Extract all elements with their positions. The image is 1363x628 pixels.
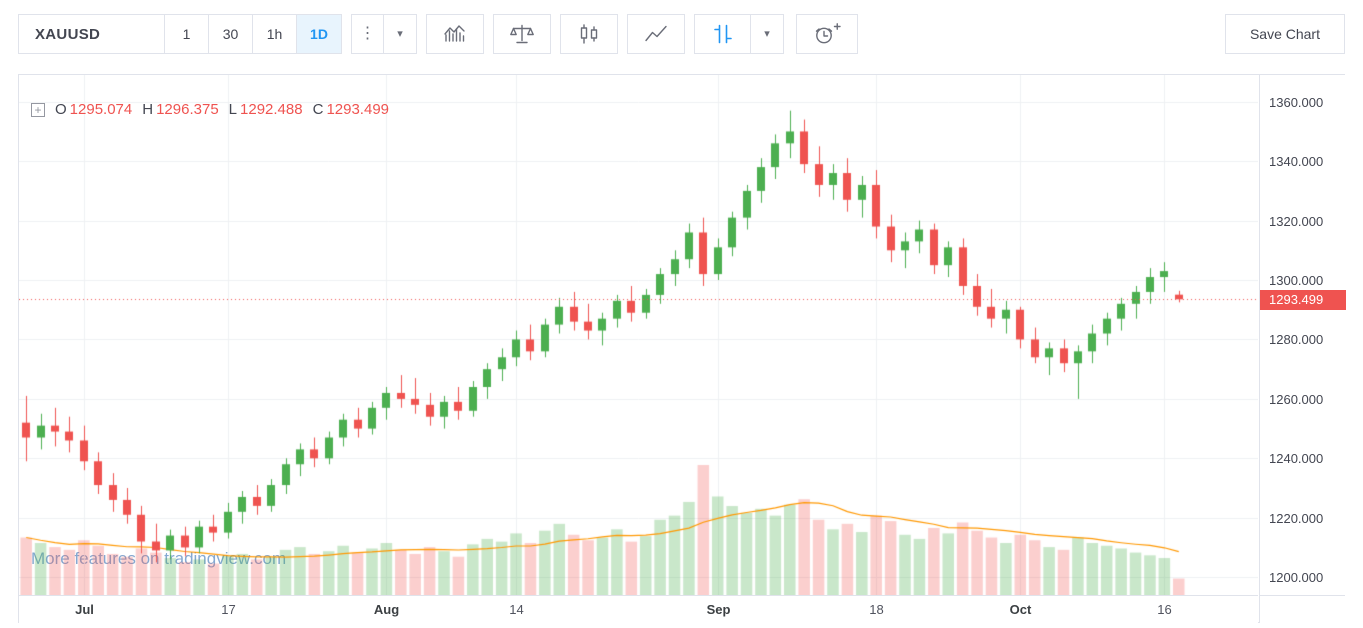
price-axis-label: 1280.000: [1269, 331, 1324, 347]
interval-button-1[interactable]: 1: [165, 15, 209, 53]
time-axis-label: Aug: [373, 602, 400, 617]
symbol-interval-group: XAUUSD 1 30 1h 1D: [18, 14, 342, 54]
time-axis-label: Sep: [706, 602, 731, 617]
intervals-dropdown-button[interactable]: ▾: [384, 15, 416, 53]
open-label: O: [55, 101, 67, 118]
low-label: L: [228, 101, 238, 118]
chart-style-dropdown-button[interactable]: ▾: [751, 15, 783, 53]
add-instrument-icon[interactable]: +: [31, 102, 45, 117]
price-axis-label: 1340.000: [1269, 153, 1324, 169]
bar-style-group: ▾: [694, 14, 784, 54]
symbol-name[interactable]: XAUUSD: [19, 15, 165, 53]
high-value: 1296.375: [156, 101, 219, 118]
line-chart-icon: [645, 25, 667, 42]
price-axis[interactable]: 1293.499 1360.000 1340.000 1320.000 1300.00…: [1259, 75, 1346, 595]
compare-scales-icon: [510, 24, 534, 44]
low-value: 1292.488: [240, 101, 303, 118]
chart-canvas[interactable]: [19, 75, 1258, 595]
high-label: H: [142, 101, 154, 118]
close-value: 1293.499: [326, 101, 390, 118]
save-chart-button[interactable]: Save Chart: [1224, 14, 1345, 54]
chart-plot: More features on tradingview.com + O 129…: [19, 75, 1258, 595]
add-alert-icon: [815, 23, 841, 44]
candlestick-style-button[interactable]: [560, 14, 618, 54]
candlestick-icon: [580, 24, 598, 44]
interval-button-1h[interactable]: 1h: [253, 15, 297, 53]
time-axis-label: Jul: [75, 602, 94, 617]
time-axis-label: 14: [509, 602, 524, 617]
bar-style-button[interactable]: [695, 15, 751, 53]
indicators-icon: [444, 25, 465, 42]
price-axis-label: 1360.000: [1269, 94, 1324, 110]
kebab-menu-icon: ⋮: [359, 25, 376, 42]
interval-button-30[interactable]: 30: [209, 15, 253, 53]
time-axis-label: 16: [1157, 602, 1172, 617]
ohlc-legend: + O 1295.074 H 1296.375 L 1292.488 C 129…: [31, 101, 389, 118]
open-value: 1295.074: [69, 101, 133, 118]
chart-container: More features on tradingview.com + O 129…: [18, 74, 1346, 623]
time-axis-label: Oct: [1009, 602, 1032, 617]
price-axis-label: 1320.000: [1269, 213, 1324, 229]
price-axis-label: 1220.000: [1269, 510, 1324, 526]
close-label: C: [312, 101, 324, 118]
compare-button[interactable]: [493, 14, 551, 54]
time-axis-label: 18: [869, 602, 884, 617]
price-axis-label: 1300.000: [1269, 272, 1324, 288]
intervals-more-button[interactable]: ⋮: [352, 15, 384, 53]
indicators-button[interactable]: [426, 14, 484, 54]
price-axis-label: 1200.000: [1269, 569, 1324, 585]
axis-corner: [1259, 595, 1345, 623]
trading-chart-app: XAUUSD 1 30 1h 1D ⋮ ▾: [0, 14, 1363, 628]
last-price-tag: 1293.499: [1260, 289, 1346, 310]
bar-chart-icon: [713, 24, 732, 44]
time-axis[interactable]: Jul 17 Aug 14 Sep 18 Oct 16: [19, 595, 1258, 623]
line-style-button[interactable]: [627, 14, 685, 54]
interval-button-1d[interactable]: 1D: [297, 15, 341, 53]
interval-menu-group: ⋮ ▾: [351, 14, 417, 54]
chevron-down-icon: ▾: [764, 27, 770, 40]
toolbar: XAUUSD 1 30 1h 1D ⋮ ▾: [18, 14, 1345, 54]
add-alert-button[interactable]: [796, 14, 858, 54]
time-axis-label: 17: [221, 602, 236, 617]
chevron-down-icon: ▾: [397, 27, 403, 40]
price-axis-label: 1260.000: [1269, 391, 1324, 407]
price-axis-label: 1240.000: [1269, 450, 1324, 466]
